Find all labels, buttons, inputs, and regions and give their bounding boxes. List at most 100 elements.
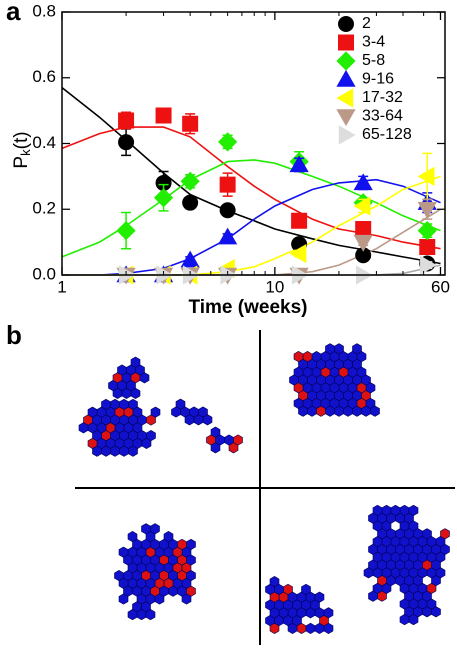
- cell: [296, 622, 307, 634]
- cell: [184, 414, 195, 426]
- legend-label: 65-128: [362, 126, 412, 143]
- cell: [408, 504, 419, 516]
- cell: [381, 536, 392, 548]
- data-point: [218, 227, 238, 245]
- cell: [399, 598, 410, 610]
- data-point: [419, 239, 436, 256]
- legend-label: 5-8: [362, 52, 385, 69]
- cell: [293, 382, 304, 394]
- cell: [329, 397, 340, 409]
- cell: [352, 343, 362, 355]
- cell: [265, 599, 275, 611]
- cell: [186, 554, 196, 566]
- cell: [274, 599, 284, 611]
- cell: [163, 577, 174, 589]
- cell: [305, 622, 316, 634]
- cell: [347, 397, 358, 409]
- panel-label: a: [6, 0, 21, 26]
- y-tick-label: 0.6: [32, 67, 56, 86]
- y-tick-label: 0.8: [32, 1, 56, 20]
- data-point: [219, 202, 236, 219]
- cell: [319, 615, 329, 627]
- model-curve: [62, 178, 441, 276]
- legend-marker: [336, 88, 354, 108]
- data-point: [153, 188, 174, 208]
- cell: [372, 520, 383, 532]
- data-point: [182, 115, 199, 132]
- cell: [108, 380, 118, 392]
- data-point: [155, 174, 172, 191]
- cell: [233, 434, 243, 446]
- panel-label: b: [6, 320, 22, 350]
- legend-marker: [336, 51, 356, 71]
- data-point: [353, 173, 373, 191]
- legend-marker: [336, 109, 356, 127]
- data-point: [353, 196, 371, 216]
- data-point: [353, 234, 373, 252]
- legend-marker: [338, 34, 354, 51]
- y-label-part: P: [11, 156, 32, 169]
- cell: [305, 607, 316, 619]
- legend-label: 2: [362, 15, 371, 32]
- data-point: [180, 250, 200, 268]
- cell: [368, 590, 378, 602]
- legend-marker: [338, 16, 354, 32]
- cell: [287, 622, 298, 634]
- cell: [146, 430, 156, 442]
- cell: [347, 366, 358, 378]
- data-point: [219, 176, 236, 193]
- cell: [132, 406, 143, 418]
- y-label-part: k: [18, 149, 33, 156]
- cell: [118, 593, 129, 605]
- y-tick-label: 0.4: [32, 133, 56, 152]
- cell: [293, 366, 304, 378]
- cell: [121, 387, 132, 399]
- cell: [163, 531, 174, 543]
- cell: [110, 445, 120, 457]
- data-point: [118, 134, 135, 151]
- cell: [150, 523, 160, 535]
- cell: [141, 523, 151, 535]
- cell: [119, 398, 129, 410]
- model-curve: [62, 175, 441, 276]
- cell: [426, 536, 437, 548]
- cell: [101, 398, 111, 410]
- cell: [127, 531, 138, 543]
- cell: [440, 543, 450, 555]
- cell: [171, 406, 181, 418]
- cell: [127, 609, 138, 621]
- y-tick-label: 0.2: [32, 199, 56, 218]
- cell: [119, 445, 129, 457]
- cell: [399, 614, 410, 626]
- cell: [136, 609, 147, 621]
- cell: [145, 609, 156, 621]
- cell: [150, 406, 161, 418]
- cell: [361, 405, 371, 417]
- cell: [408, 614, 419, 626]
- cell: [325, 343, 335, 355]
- data-point: [182, 194, 199, 211]
- cell: [130, 356, 141, 368]
- data-point: [355, 220, 372, 237]
- cell: [363, 567, 374, 579]
- data-point: [291, 212, 308, 229]
- legend-marker: [336, 69, 356, 87]
- x-tick-label: 10: [265, 277, 284, 296]
- data-point: [118, 112, 135, 129]
- cell: [311, 351, 322, 363]
- data-point: [417, 221, 437, 241]
- cell: [408, 520, 419, 532]
- x-axis-label: Time (weeks): [189, 297, 308, 318]
- cell: [78, 422, 89, 434]
- cell: [269, 622, 280, 634]
- cluster-images: [78, 343, 450, 634]
- y-tick-label: 0.0: [32, 264, 56, 283]
- cell: [399, 504, 410, 516]
- cell: [377, 590, 387, 602]
- cell: [145, 593, 156, 605]
- cell: [92, 430, 102, 442]
- data-point: [417, 202, 437, 219]
- cell: [435, 567, 446, 579]
- cell: [372, 504, 383, 516]
